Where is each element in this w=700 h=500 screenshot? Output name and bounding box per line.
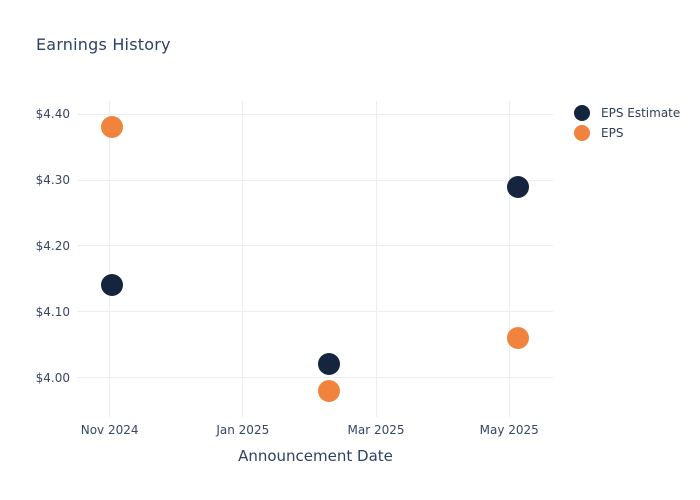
legend-label-eps-estimate: EPS Estimate (601, 105, 681, 120)
y-tick-label: $4.20 (35, 238, 70, 253)
data-point-eps[interactable] (506, 327, 529, 349)
data-point-eps-estimate[interactable] (100, 274, 123, 297)
data-point-eps-estimate[interactable] (506, 175, 529, 198)
y-gridline (78, 377, 553, 378)
x-gridline (508, 101, 510, 417)
legend: EPS Estimate EPS (574, 104, 680, 141)
y-tick-label: $4.40 (35, 107, 70, 122)
x-tick-label: Mar 2025 (347, 423, 405, 437)
x-axis-title: Announcement Date (238, 447, 393, 465)
chart-title: Earnings History (36, 35, 171, 54)
data-point-eps[interactable] (318, 379, 341, 402)
eps-marker-icon (574, 124, 590, 141)
data-point-eps[interactable] (100, 116, 123, 139)
x-tick-label: May 2025 (479, 423, 539, 437)
plot-area: $4.40 $4.30 $4.20 $4.10 $4.00 Nov 2024 Jan 202… (36, 101, 553, 437)
x-gridline (242, 101, 244, 417)
legend-item-eps-estimate[interactable]: EPS Estimate (574, 104, 680, 121)
y-tick-label: $4.00 (35, 370, 70, 385)
x-gridline (109, 101, 111, 417)
data-point-eps-estimate[interactable] (318, 353, 341, 376)
eps-estimate-marker-icon (574, 104, 590, 121)
y-gridline (78, 113, 553, 115)
y-tick-label: $4.30 (35, 173, 70, 187)
x-tick-label: Nov 2024 (80, 423, 139, 437)
y-gridline (78, 245, 553, 247)
x-gridline (375, 101, 377, 417)
y-gridline (78, 179, 553, 181)
y-gridline (78, 311, 553, 313)
legend-label-eps: EPS (601, 125, 624, 140)
x-tick-label: Jan 2025 (216, 423, 270, 437)
y-tick-label: $4.10 (35, 304, 70, 319)
legend-item-eps[interactable]: EPS (574, 124, 680, 141)
